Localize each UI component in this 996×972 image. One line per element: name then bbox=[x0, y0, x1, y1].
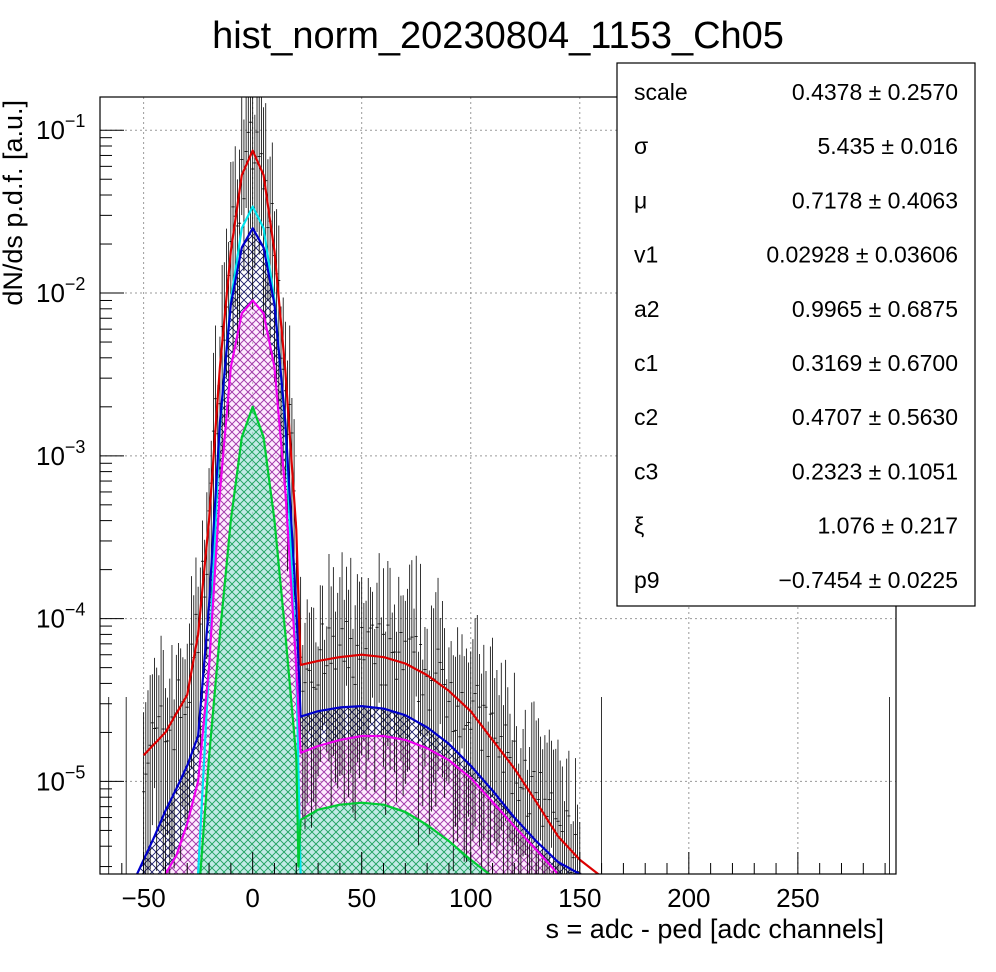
stat-name: c3 bbox=[634, 458, 658, 484]
stats-rows: scale 0.4378 ± 0.2570 σ 5.435 ± 0.016 μ 0.717… bbox=[634, 79, 958, 593]
y-axis-title: dN/ds p.d.f. [a.u.] bbox=[0, 100, 28, 306]
series-line bbox=[197, 205, 302, 874]
stats-box-frame bbox=[616, 62, 976, 607]
x-tick-label: 250 bbox=[776, 883, 819, 913]
series-line bbox=[142, 149, 600, 874]
stat-value: 0.3169 ± 0.6700 bbox=[792, 350, 958, 376]
axis-ticks: −50 0 50 100 150 200 250 10−5 10−4 10−3 10−2 10−1 bbox=[36, 111, 886, 913]
stat-name: μ bbox=[634, 187, 647, 213]
stat-name: p9 bbox=[634, 567, 660, 593]
y-tick-label: 10−5 bbox=[36, 762, 85, 796]
x-tick-label: 150 bbox=[558, 883, 601, 913]
stat-value: 1.076 ± 0.217 bbox=[817, 513, 958, 539]
series-fill-hatch bbox=[200, 406, 490, 874]
y-tick-label: 10−3 bbox=[36, 437, 85, 471]
stat-name: σ bbox=[634, 133, 648, 159]
stat-name: v1 bbox=[634, 242, 658, 268]
y-tick-label: 10−2 bbox=[36, 274, 85, 308]
stat-name: c2 bbox=[634, 404, 658, 430]
stat-name: scale bbox=[634, 79, 688, 105]
y-tick-label: 10−4 bbox=[36, 600, 85, 634]
stat-value: 0.4707 ± 0.5630 bbox=[792, 404, 958, 430]
stat-value: 0.7178 ± 0.4063 bbox=[792, 187, 958, 213]
x-tick-label: −50 bbox=[122, 883, 166, 913]
stat-value: 0.9965 ± 0.6875 bbox=[792, 296, 958, 322]
stat-value: 5.435 ± 0.016 bbox=[817, 133, 958, 159]
x-tick-label: 0 bbox=[245, 883, 259, 913]
stat-value: 0.4378 ± 0.2570 bbox=[792, 79, 958, 105]
x-tick-label: 100 bbox=[449, 883, 492, 913]
chart-title: hist_norm_20230804_1153_Ch05 bbox=[212, 15, 784, 57]
stat-name: c1 bbox=[634, 350, 658, 376]
stat-name: ξ bbox=[634, 513, 644, 539]
fit-parameter-box: scale 0.4378 ± 0.2570 σ 5.435 ± 0.016 μ 0.717… bbox=[616, 62, 976, 607]
x-tick-label: 50 bbox=[347, 883, 376, 913]
y-tick-label: 10−1 bbox=[36, 111, 85, 145]
stat-value: 0.2323 ± 0.1051 bbox=[792, 458, 958, 484]
stat-value: −0.7454 ± 0.0225 bbox=[778, 567, 958, 593]
x-axis-title: s = adc - ped [adc channels] bbox=[546, 914, 884, 944]
series-line bbox=[136, 227, 582, 874]
series-line bbox=[164, 299, 560, 874]
stat-name: a2 bbox=[634, 296, 660, 322]
stat-value: 0.02928 ± 0.03606 bbox=[766, 242, 958, 268]
series-lines bbox=[136, 149, 600, 874]
series-line bbox=[199, 405, 491, 874]
x-tick-label: 200 bbox=[667, 883, 710, 913]
